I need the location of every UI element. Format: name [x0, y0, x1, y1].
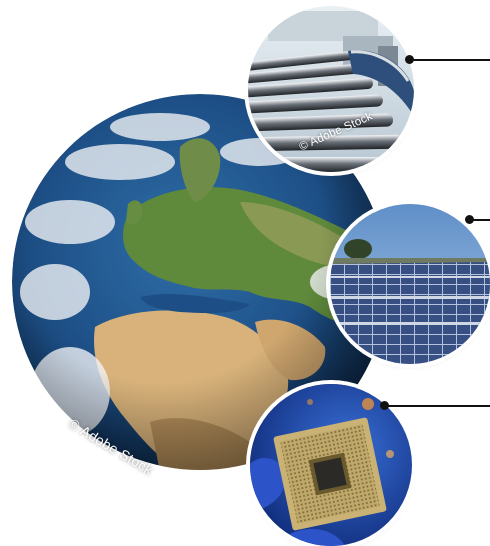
- connector-dot: [405, 55, 414, 64]
- connector-line: [410, 59, 490, 61]
- solar-photo: [330, 204, 490, 364]
- conveyor-photo: [248, 6, 414, 172]
- connector-dot: [465, 215, 474, 224]
- connector-line: [470, 219, 490, 221]
- connector-dot: [380, 401, 389, 410]
- connector-line: [385, 405, 490, 407]
- chip-photo: [250, 384, 412, 546]
